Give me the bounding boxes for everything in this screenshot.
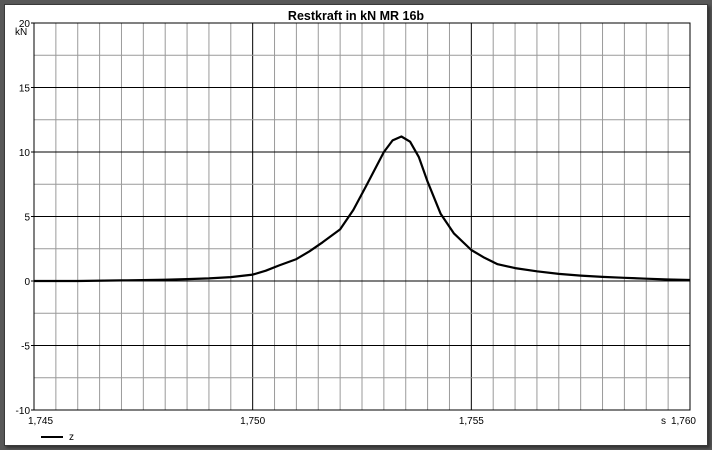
legend-label-z: z: [69, 432, 74, 443]
x-tick-label: 1,745: [28, 416, 53, 427]
y-tick-labels: -10 -5 0 5 10 15 20: [16, 19, 34, 417]
series-line-z: [34, 135, 691, 283]
x-tick-label: 1,750: [240, 416, 265, 427]
series-layer: [34, 135, 691, 283]
line-chart: Restkraft in kN MR 16b kN s -10 -5 0 5 10 15 2…: [15, 9, 696, 443]
y-tick-label: -10: [16, 406, 31, 417]
grid: [34, 23, 690, 410]
y-tick-label: 10: [19, 148, 31, 159]
y-tick-label: -5: [21, 342, 30, 353]
y-tick-label: 15: [19, 84, 31, 95]
x-tick-label: 1,760: [671, 416, 696, 427]
legend: z: [41, 432, 74, 443]
y-tick-label: 5: [24, 213, 30, 224]
chart-title: Restkraft in kN MR 16b: [288, 9, 425, 23]
x-tick-labels: 1,745 1,750 1,755 1,760: [28, 416, 696, 427]
chart-frame: Restkraft in kN MR 16b kN s -10 -5 0 5 10 15 2…: [4, 4, 708, 446]
y-tick-label: 20: [19, 19, 31, 30]
y-tick-label: 0: [24, 277, 30, 288]
x-tick-label: 1,755: [459, 416, 484, 427]
y-axis-unit: kN: [15, 27, 27, 38]
x-axis-unit: s: [661, 416, 666, 427]
